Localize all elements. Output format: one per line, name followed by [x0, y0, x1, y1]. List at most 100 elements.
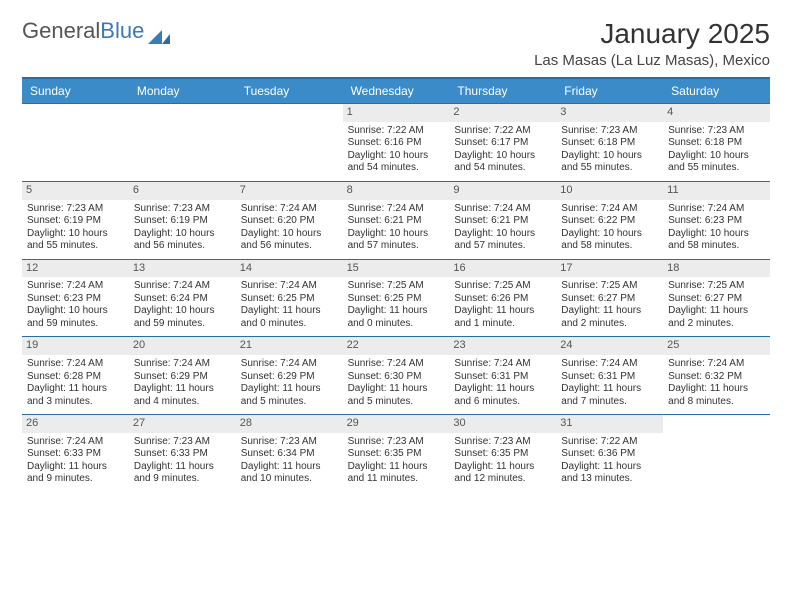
daylight2-text: and 0 minutes.: [348, 318, 445, 331]
daylight1-text: Daylight: 10 hours: [134, 305, 231, 318]
week-row: 19 Sunrise: 7:24 AMSunset: 6:28 PMDayligh…: [22, 336, 770, 414]
day-number: 5: [22, 182, 129, 200]
daylight2-text: and 6 minutes.: [454, 396, 551, 409]
sunset-text: Sunset: 6:35 PM: [348, 448, 445, 461]
sunrise-text: Sunrise: 7:23 AM: [454, 436, 551, 449]
sunrise-text: Sunrise: 7:22 AM: [561, 436, 658, 449]
daylight2-text: and 57 minutes.: [454, 240, 551, 253]
sunrise-text: Sunrise: 7:23 AM: [27, 203, 124, 216]
sunrise-text: Sunrise: 7:24 AM: [454, 203, 551, 216]
day-detail: Sunrise: 7:24 AMSunset: 6:21 PMDaylight:…: [348, 203, 445, 253]
daylight1-text: Daylight: 11 hours: [668, 305, 765, 318]
daylight2-text: and 58 minutes.: [668, 240, 765, 253]
day-detail: Sunrise: 7:23 AMSunset: 6:35 PMDaylight:…: [348, 436, 445, 486]
sunrise-text: Sunrise: 7:22 AM: [454, 125, 551, 138]
day-cell: 16 Sunrise: 7:25 AMSunset: 6:26 PMDayligh…: [449, 260, 556, 337]
day-number: 6: [129, 182, 236, 200]
sunset-text: Sunset: 6:18 PM: [561, 137, 658, 150]
day-cell: 30Sunrise: 7:23 AMSunset: 6:35 PMDayligh…: [449, 415, 556, 492]
sunrise-text: Sunrise: 7:23 AM: [134, 203, 231, 216]
location: Las Masas (La Luz Masas), Mexico: [534, 52, 770, 69]
day-number: 22: [343, 337, 450, 355]
daylight2-text: and 4 minutes.: [134, 396, 231, 409]
sunset-text: Sunset: 6:21 PM: [454, 215, 551, 228]
sunset-text: Sunset: 6:27 PM: [561, 293, 658, 306]
daylight1-text: Daylight: 11 hours: [348, 305, 445, 318]
daylight2-text: and 9 minutes.: [27, 473, 124, 486]
daylight2-text: and 5 minutes.: [241, 396, 338, 409]
title-block: January 2025 Las Masas (La Luz Masas), M…: [534, 18, 770, 69]
daylight1-text: Daylight: 10 hours: [668, 150, 765, 163]
day-number: 16: [449, 260, 556, 278]
daylight1-text: Daylight: 11 hours: [561, 383, 658, 396]
header: GeneralBlue January 2025 Las Masas (La L…: [22, 18, 770, 69]
day-header-tue: Tuesday: [236, 79, 343, 103]
daylight2-text: and 58 minutes.: [561, 240, 658, 253]
daylight1-text: Daylight: 10 hours: [561, 228, 658, 241]
day-cell: 2 Sunrise: 7:22 AMSunset: 6:17 PMDaylight…: [449, 104, 556, 181]
day-number: 9: [449, 182, 556, 200]
day-cell: 8Sunrise: 7:24 AMSunset: 6:21 PMDaylight…: [343, 182, 450, 259]
sunrise-text: Sunrise: 7:24 AM: [27, 436, 124, 449]
day-number: 18: [663, 260, 770, 278]
day-number: 30: [449, 415, 556, 433]
day-header-row: Sunday Monday Tuesday Wednesday Thursday…: [22, 79, 770, 103]
day-cell: 5Sunrise: 7:23 AMSunset: 6:19 PMDaylight…: [22, 182, 129, 259]
sunrise-text: Sunrise: 7:24 AM: [27, 358, 124, 371]
sunset-text: Sunset: 6:23 PM: [668, 215, 765, 228]
sunset-text: Sunset: 6:26 PM: [454, 293, 551, 306]
sunrise-text: Sunrise: 7:25 AM: [668, 280, 765, 293]
day-number: 26: [22, 415, 129, 433]
day-number: 28: [236, 415, 343, 433]
day-cell: 14Sunrise: 7:24 AMSunset: 6:25 PMDayligh…: [236, 260, 343, 337]
daylight2-text: and 55 minutes.: [668, 162, 765, 175]
sunrise-text: Sunrise: 7:24 AM: [454, 358, 551, 371]
sunrise-text: Sunrise: 7:23 AM: [561, 125, 658, 138]
sunset-text: Sunset: 6:34 PM: [241, 448, 338, 461]
sunrise-text: Sunrise: 7:23 AM: [241, 436, 338, 449]
sunset-text: Sunset: 6:29 PM: [134, 371, 231, 384]
day-detail: Sunrise: 7:24 AMSunset: 6:31 PMDaylight:…: [561, 358, 658, 408]
sunset-text: Sunset: 6:23 PM: [27, 293, 124, 306]
daylight2-text: and 12 minutes.: [454, 473, 551, 486]
daylight1-text: Daylight: 11 hours: [561, 305, 658, 318]
daylight2-text: and 8 minutes.: [668, 396, 765, 409]
daylight1-text: Daylight: 11 hours: [454, 305, 551, 318]
day-number: 19: [22, 337, 129, 355]
day-number: 24: [556, 337, 663, 355]
sunrise-text: Sunrise: 7:23 AM: [134, 436, 231, 449]
daylight2-text: and 56 minutes.: [241, 240, 338, 253]
day-number: 13: [129, 260, 236, 278]
day-cell: 12Sunrise: 7:24 AMSunset: 6:23 PMDayligh…: [22, 260, 129, 337]
daylight2-text: and 54 minutes.: [454, 162, 551, 175]
day-cell: 15Sunrise: 7:25 AMSunset: 6:25 PMDayligh…: [343, 260, 450, 337]
sunrise-text: Sunrise: 7:24 AM: [241, 280, 338, 293]
day-detail: Sunrise: 7:25 AMSunset: 6:26 PMDaylight:…: [454, 280, 551, 330]
logo-text-blue: Blue: [100, 18, 144, 44]
sunset-text: Sunset: 6:20 PM: [241, 215, 338, 228]
day-cell: 7Sunrise: 7:24 AMSunset: 6:20 PMDaylight…: [236, 182, 343, 259]
daylight1-text: Daylight: 11 hours: [348, 383, 445, 396]
day-number: 1: [343, 104, 450, 122]
daylight1-text: Daylight: 10 hours: [454, 150, 551, 163]
calendar: Sunday Monday Tuesday Wednesday Thursday…: [22, 77, 770, 492]
daylight1-text: Daylight: 10 hours: [454, 228, 551, 241]
day-cell: 4Sunrise: 7:23 AMSunset: 6:18 PMDaylight…: [663, 104, 770, 181]
day-number: 17: [556, 260, 663, 278]
day-number: 2: [449, 104, 556, 122]
week-row: 5Sunrise: 7:23 AMSunset: 6:19 PMDaylight…: [22, 181, 770, 259]
sunrise-text: Sunrise: 7:24 AM: [348, 203, 445, 216]
daylight2-text: and 2 minutes.: [668, 318, 765, 331]
week-row: 0....0....0....1Sunrise: 7:22 AMSunset: …: [22, 103, 770, 181]
sunset-text: Sunset: 6:18 PM: [668, 137, 765, 150]
daylight1-text: Daylight: 11 hours: [134, 461, 231, 474]
daylight1-text: Daylight: 11 hours: [668, 383, 765, 396]
day-number: 4: [663, 104, 770, 122]
sunset-text: Sunset: 6:33 PM: [27, 448, 124, 461]
sunset-text: Sunset: 6:25 PM: [348, 293, 445, 306]
day-detail: Sunrise: 7:22 AMSunset: 6:17 PMDaylight:…: [454, 125, 551, 175]
day-detail: Sunrise: 7:24 AMSunset: 6:28 PMDaylight:…: [27, 358, 124, 408]
month-title: January 2025: [534, 18, 770, 50]
day-number: 7: [236, 182, 343, 200]
sunrise-text: Sunrise: 7:25 AM: [561, 280, 658, 293]
